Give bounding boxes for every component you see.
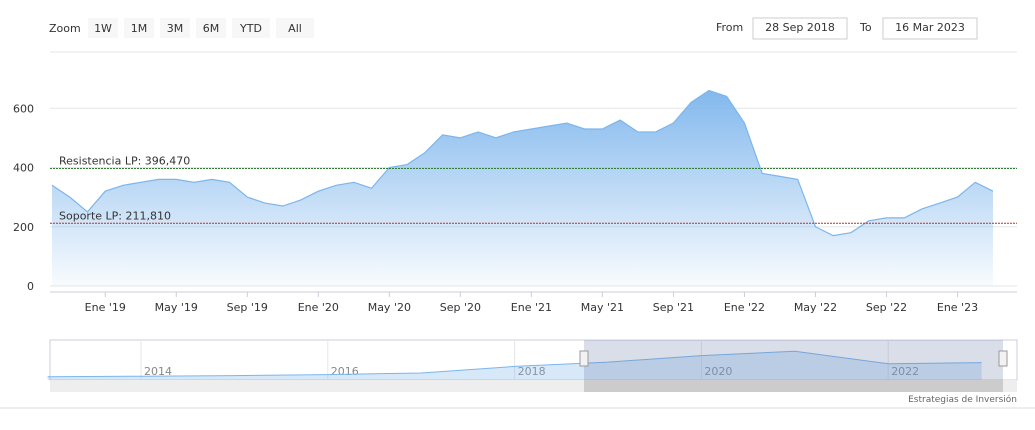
zoom-button[interactable] [160,18,190,38]
line [51,89,994,237]
scrollbar-thumb[interactable] [584,380,1003,392]
zoom-button[interactable] [276,18,314,38]
from-label: From [716,21,743,34]
navigator-handle[interactable] [579,350,589,367]
x-tick-label: Ene '21 [511,301,552,314]
x-tick-label: Sep '22 [866,301,907,314]
navigator-label: 2022 [891,365,919,378]
zoom-button[interactable] [196,18,226,38]
zoom-button-label: All [288,22,302,35]
x-tick-label: Sep '20 [440,301,481,314]
x-tick-label: Ene '20 [298,301,339,314]
x-tick-label: Ene '22 [724,301,765,314]
zoom-button-label: 1W [94,22,112,35]
x-tick-label: Ene '19 [85,301,126,314]
navigator-label: 2014 [144,365,172,378]
y-tick-label: 400 [13,162,34,175]
area [52,90,993,286]
credits: Estrategias de Inversión [908,394,1017,405]
zoom-button-label: 6M [203,22,220,35]
zoom-button-label: YTD [239,22,262,35]
x-tick-label: Ene '23 [937,301,978,314]
zoom-button[interactable] [88,18,118,38]
from-input[interactable] [752,17,848,40]
to-date: 16 Mar 2023 [895,21,965,34]
plot-line-label: Soporte LP: 211,810 [59,209,171,222]
x-tick-label: Sep '19 [227,301,268,314]
navigator-handle[interactable] [998,350,1008,367]
zoom-button-label: 1M [131,22,148,35]
y-tick-label: 0 [27,280,34,293]
plot-line-label: Resistencia LP: 396,470 [59,155,190,168]
navigator-label: 2018 [518,365,546,378]
x-tick-label: May '22 [794,301,837,314]
y-tick-label: 600 [13,102,34,115]
navigator-line [47,350,982,378]
x-tick-label: May '21 [581,301,624,314]
y-tick-label: 200 [13,221,34,234]
x-tick-label: Sep '21 [653,301,694,314]
zoom-button[interactable] [124,18,154,38]
navigator-mask[interactable] [584,340,1003,380]
x-tick-label: May '20 [368,301,411,314]
to-label: To [859,21,872,34]
navigator-area [47,351,982,380]
x-tick-label: May '19 [155,301,198,314]
from-date: 28 Sep 2018 [765,21,835,34]
to-input[interactable] [882,17,978,40]
zoom-button[interactable] [232,18,270,38]
navigator-label: 2020 [704,365,732,378]
zoom-button-label: 3M [167,22,184,35]
zoom-label: Zoom [49,22,81,35]
